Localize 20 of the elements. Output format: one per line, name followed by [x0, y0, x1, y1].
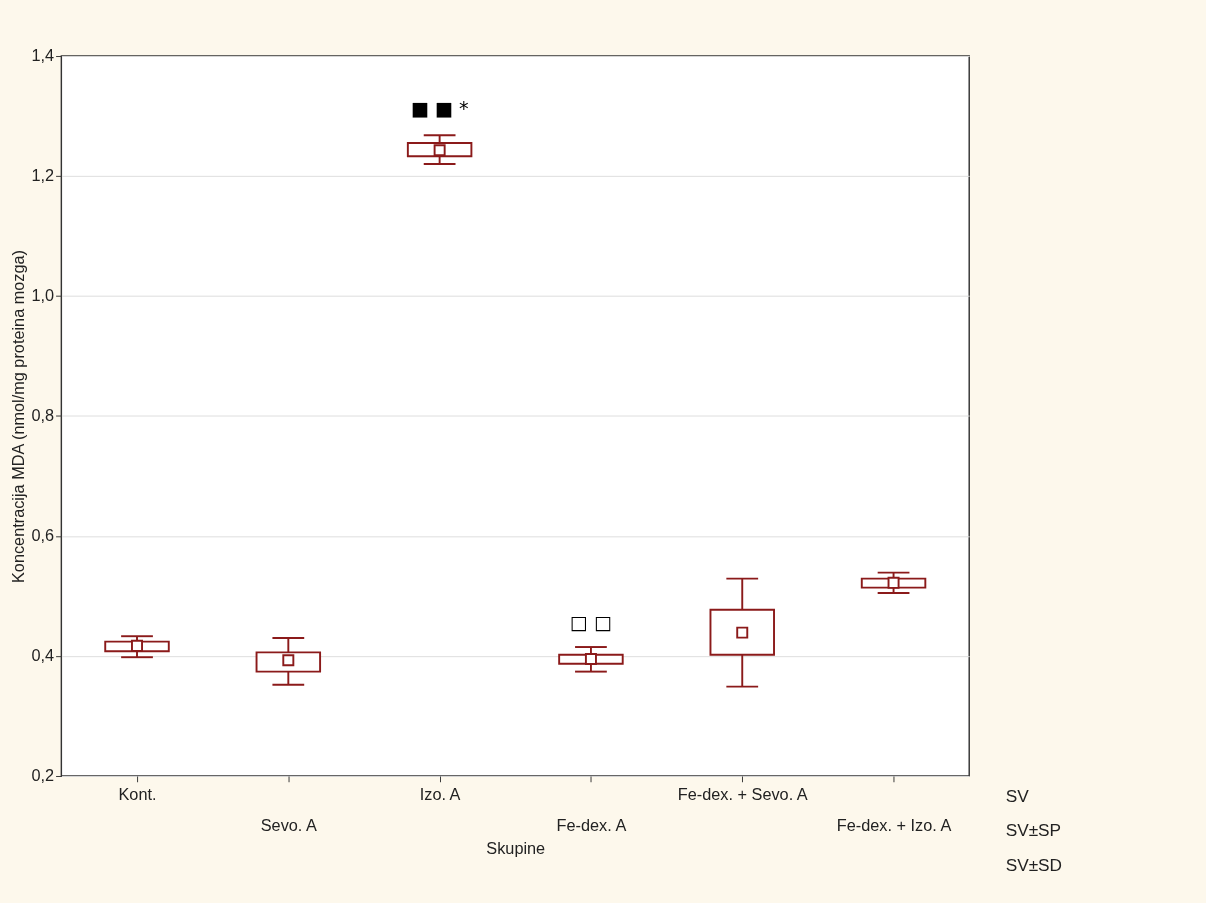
y-tick-label: 0,8: [31, 406, 55, 425]
x-tick-label: Fe-dex. + Sevo. A: [677, 785, 808, 804]
x-tick-label: Fe-dex. + Izo. A: [836, 816, 952, 835]
annotation: □ □: [569, 611, 613, 635]
text: SV: [1005, 785, 1030, 806]
x-axis-title: Skupine: [486, 839, 546, 858]
annotation: ■ ■ *: [410, 96, 469, 120]
y-tick-label: 1,4: [31, 46, 55, 65]
text: SV±SP: [1005, 820, 1062, 841]
y-tick-label: 1,2: [31, 166, 55, 185]
y-tick-label: 0,4: [31, 646, 55, 665]
x-tick-label: Sevo. A: [260, 816, 317, 835]
y-axis-title: Koncentracija MDA (nmol/mg proteina mozga): [8, 250, 27, 584]
x-tick-label: Kont.: [118, 785, 157, 804]
x-tick-label: Fe-dex. A: [556, 816, 627, 835]
y-tick-label: 1,0: [31, 286, 55, 305]
text: SV±SD: [1005, 854, 1063, 875]
x-tick-label: Izo. A: [419, 785, 461, 804]
y-tick-label: 0,2: [31, 766, 55, 785]
y-tick-label: 0,6: [31, 526, 55, 545]
